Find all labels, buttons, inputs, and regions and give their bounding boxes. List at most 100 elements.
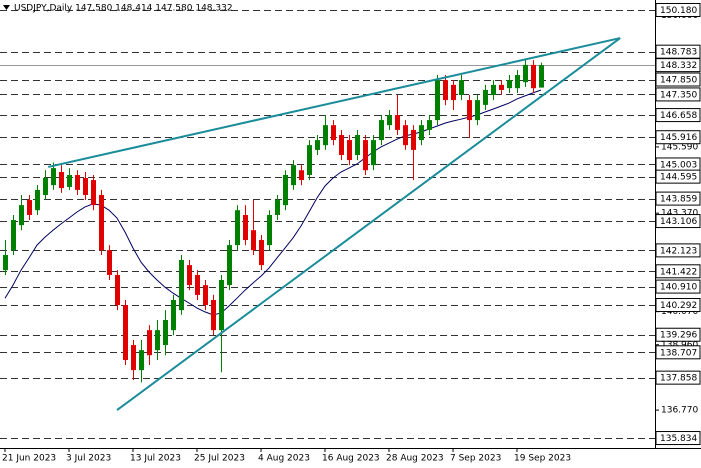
candle-body (123, 305, 128, 360)
y-tick-label: 143.370 (661, 209, 698, 219)
level-box (655, 298, 701, 313)
candle-body (99, 194, 104, 251)
candle-body (91, 180, 96, 206)
candle-body (379, 120, 384, 141)
candle-body (275, 200, 280, 215)
x-tick-label: 21 Jun 2023 (2, 454, 56, 464)
x-tick-label: 25 Jul 2023 (194, 454, 245, 464)
candle-body (283, 174, 288, 206)
trendline (47, 37, 621, 168)
level-label: 147.850 (660, 76, 697, 86)
level-label: 139.296 (660, 331, 697, 341)
level-box (655, 431, 701, 446)
candle-body (35, 189, 40, 211)
candle-body (491, 84, 496, 96)
candle-body (507, 80, 512, 89)
menu-icon[interactable] (3, 5, 10, 10)
level-label: 140.292 (660, 301, 697, 311)
candle-body (435, 80, 440, 121)
candle-body (187, 265, 192, 286)
candle-body (67, 174, 72, 187)
level-label: 143.106 (660, 217, 697, 227)
level-box (655, 72, 701, 87)
level-box (655, 130, 701, 145)
candle-body (411, 129, 416, 150)
level-label: 141.422 (660, 267, 697, 277)
candle-body (531, 64, 536, 89)
candle-body (195, 274, 200, 295)
candle-body (443, 80, 448, 101)
candle-body (267, 214, 272, 246)
candle-body (75, 174, 80, 190)
candle-body (363, 140, 368, 171)
candle-body (403, 125, 408, 146)
candle-body (147, 330, 152, 356)
y-tick-label: 136.770 (661, 406, 698, 416)
candle-body (539, 65, 544, 88)
level-box (655, 370, 701, 385)
level-label: 137.858 (660, 374, 697, 384)
level-label: 147.350 (660, 90, 697, 100)
candle-body (459, 80, 464, 96)
candle-body (3, 254, 8, 271)
level-box (655, 2, 701, 17)
level-box (655, 345, 701, 360)
candle-body (203, 285, 208, 306)
level-box (655, 279, 701, 294)
level-label: 148.783 (660, 48, 697, 58)
y-tick-label: 140.070 (661, 307, 698, 317)
candle-body (59, 172, 64, 189)
level-label: 145.916 (660, 133, 697, 143)
candle-body (259, 240, 264, 266)
candle-body (163, 320, 168, 346)
candle-body (19, 205, 24, 226)
candle-body (371, 140, 376, 166)
x-tick-label: 7 Sep 2023 (450, 454, 501, 464)
candle-body (83, 177, 88, 195)
candle-body (467, 100, 472, 121)
candle-body (515, 75, 520, 89)
current-price-label: 148.332 (660, 61, 697, 71)
chart-title: USDJPY,Daily 147.580 148.414 147.580 148… (14, 4, 233, 14)
candle-body (139, 350, 144, 371)
candle-body (251, 230, 256, 251)
candle-body (499, 84, 504, 90)
candle-body (227, 245, 232, 286)
candle-body (43, 177, 48, 195)
level-label: 142.123 (660, 246, 697, 256)
level-box (655, 264, 701, 279)
trendline (116, 37, 621, 411)
level-box (655, 191, 701, 206)
candle-body (427, 120, 432, 130)
candle-body (243, 214, 248, 241)
level-box (655, 214, 701, 229)
candle-body (51, 168, 56, 186)
candle-body (339, 135, 344, 156)
candle-body (171, 300, 176, 331)
candle-body (155, 330, 160, 351)
x-tick-label: 4 Aug 2023 (258, 454, 310, 464)
level-box (655, 108, 701, 123)
candle-body (107, 250, 112, 275)
candle-body (451, 84, 456, 101)
candle-body (307, 145, 312, 175)
candle-body (115, 274, 120, 306)
candle-body (299, 170, 304, 181)
level-label: 150.180 (660, 6, 697, 16)
level-label: 135.834 (660, 434, 697, 444)
candle-body (11, 220, 16, 251)
level-label: 146.658 (660, 111, 697, 121)
candle-body (27, 200, 32, 215)
candle-body (483, 89, 488, 105)
candle-body (355, 135, 360, 156)
candle-body (395, 115, 400, 130)
current-price-box (655, 58, 701, 73)
candle-body (131, 345, 136, 371)
candle-body (235, 210, 240, 246)
x-tick-label: 28 Aug 2023 (386, 454, 444, 464)
candle-body (315, 140, 320, 150)
candle-body (291, 165, 296, 186)
